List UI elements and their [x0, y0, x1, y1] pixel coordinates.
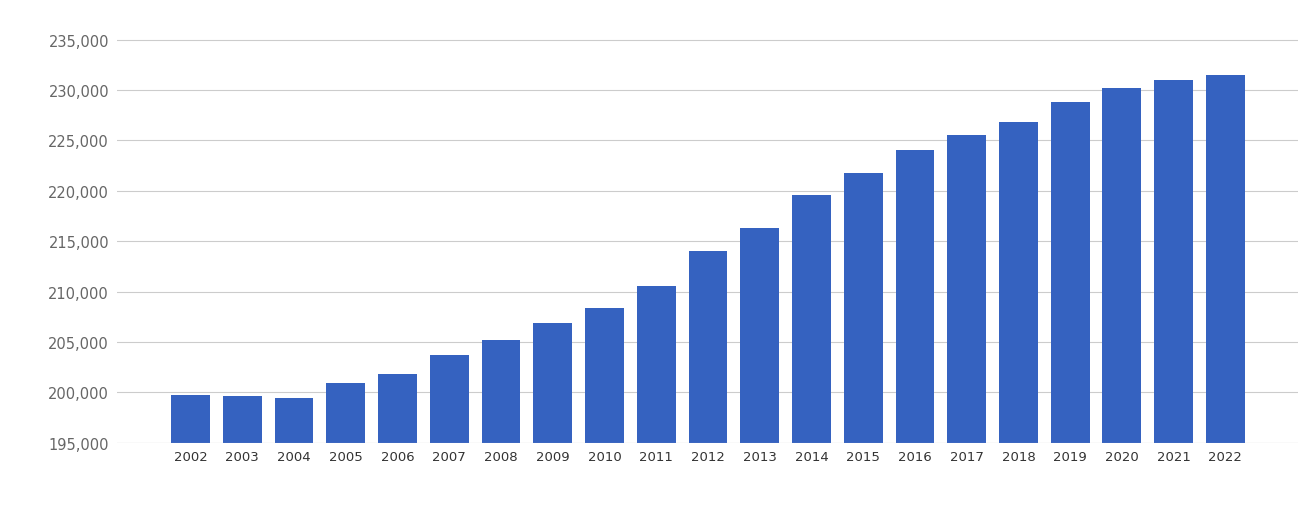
Bar: [1154, 80, 1193, 443]
Bar: [1051, 103, 1090, 443]
Bar: [1206, 76, 1245, 443]
Bar: [429, 355, 468, 443]
Bar: [844, 173, 882, 443]
Bar: [947, 136, 987, 443]
Bar: [171, 395, 210, 443]
Bar: [689, 251, 727, 443]
Bar: [534, 323, 572, 443]
Bar: [895, 151, 934, 443]
Bar: [1000, 123, 1037, 443]
Bar: [223, 397, 262, 443]
Bar: [1103, 89, 1142, 443]
Bar: [792, 195, 831, 443]
Bar: [637, 287, 676, 443]
Bar: [482, 340, 521, 443]
Bar: [740, 229, 779, 443]
Bar: [585, 308, 624, 443]
Bar: [378, 375, 416, 443]
Bar: [326, 383, 365, 443]
Bar: [274, 399, 313, 443]
